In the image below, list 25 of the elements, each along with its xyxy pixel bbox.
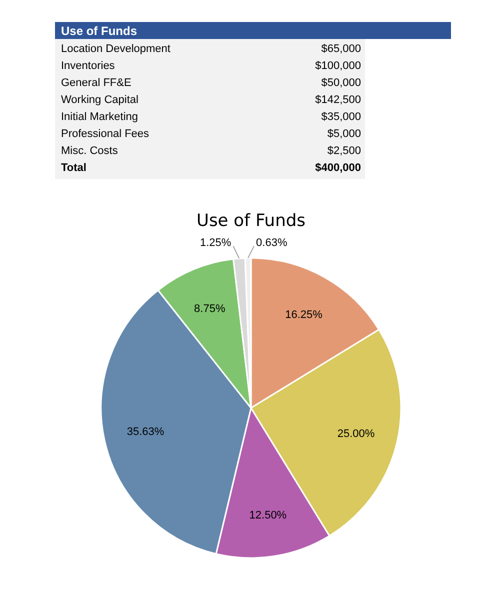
data-label: 25.00% [337,428,375,440]
category-label: Inventories [61,60,116,72]
text: $5,000 [327,128,361,140]
data-label: 16.25% [285,308,323,321]
text: $65,000 [321,43,361,55]
category-label: Location Development [61,43,170,55]
text: $50,000 [321,77,361,89]
data-label: 12.50% [249,510,287,522]
category-label: Working Capital [61,94,138,106]
category-label: Professional Fees [61,128,150,140]
data-label: 8.75% [194,303,226,316]
category-label: General FF&E [61,77,132,89]
data-label: 1.25% [200,237,232,249]
category-label: Initial Marketing [61,111,138,123]
category-label: Misc. Costs [61,145,118,157]
data-label: 35.63% [126,426,164,438]
text: $400,000 [315,162,361,174]
text: $100,000 [315,60,361,72]
text: $35,000 [321,111,361,123]
text: Total [61,162,86,174]
text: $142,500 [315,94,361,106]
chart-title: Use of Funds [196,211,306,231]
data-label: 0.63% [256,237,288,249]
text: Use of Funds [61,24,138,38]
text: $2,500 [327,145,361,157]
